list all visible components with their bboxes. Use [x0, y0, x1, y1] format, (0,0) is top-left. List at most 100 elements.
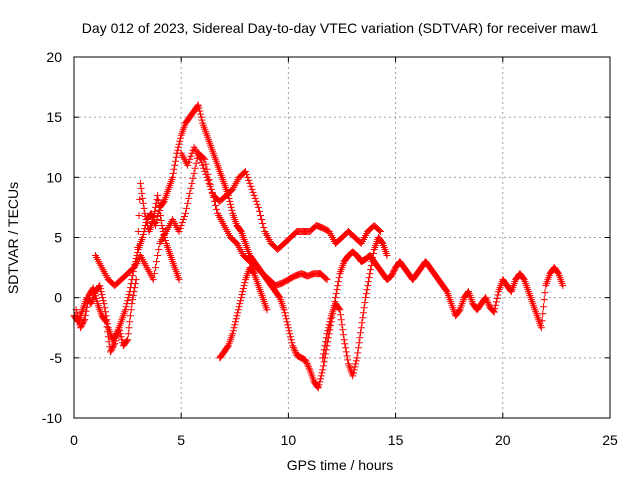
data-point — [74, 315, 82, 323]
data-point — [233, 312, 241, 320]
data-point — [80, 317, 88, 325]
data-point — [263, 306, 271, 314]
data-point — [320, 358, 328, 366]
data-point — [350, 366, 358, 374]
data-point — [186, 189, 194, 197]
data-point — [321, 342, 329, 350]
data-point — [105, 338, 113, 346]
data-point — [150, 211, 158, 219]
data-point — [352, 357, 360, 365]
data-point — [228, 206, 236, 214]
data-point — [110, 341, 118, 349]
data-point — [316, 378, 324, 386]
data-point — [234, 309, 242, 317]
data-point — [318, 369, 326, 377]
data-point — [302, 358, 310, 366]
data-point — [135, 211, 143, 219]
data-point — [224, 343, 232, 351]
data-point — [337, 316, 345, 324]
data-point — [143, 218, 151, 226]
data-point — [81, 311, 89, 319]
data-point — [540, 303, 548, 311]
data-point — [227, 203, 235, 211]
data-point — [122, 303, 130, 311]
data-point — [236, 300, 244, 308]
data-point — [320, 346, 328, 354]
data-point — [539, 310, 547, 318]
data-point — [104, 328, 112, 336]
data-point — [161, 234, 169, 241]
x-tick-label: 25 — [602, 432, 618, 448]
data-point — [559, 282, 567, 290]
data-point — [84, 295, 92, 303]
data-point — [141, 209, 149, 217]
data-point — [190, 169, 198, 177]
data-point — [493, 294, 501, 302]
data-points — [70, 101, 567, 392]
data-point — [338, 321, 346, 329]
data-point — [442, 287, 450, 295]
data-point — [248, 185, 256, 193]
data-point — [101, 317, 109, 325]
data-point — [281, 309, 289, 317]
data-point — [485, 300, 493, 308]
data-point — [288, 339, 296, 347]
data-point — [159, 198, 167, 206]
data-point — [186, 155, 194, 163]
data-point — [132, 276, 140, 284]
data-point — [341, 340, 349, 348]
data-point — [342, 344, 350, 352]
data-point — [239, 288, 247, 296]
data-point — [340, 336, 348, 344]
data-point — [169, 169, 177, 177]
data-point — [139, 194, 147, 202]
x-tick-label: 0 — [70, 432, 78, 448]
data-point — [200, 164, 208, 172]
data-point — [102, 318, 110, 326]
data-point — [142, 215, 150, 223]
data-point — [150, 270, 158, 278]
data-point — [191, 164, 199, 172]
data-point — [140, 204, 148, 212]
data-point — [154, 191, 162, 199]
data-point — [339, 326, 347, 334]
data-point — [96, 282, 104, 290]
series-track-f — [72, 179, 183, 356]
data-point — [139, 230, 147, 238]
data-point — [83, 303, 91, 311]
data-point — [175, 227, 183, 235]
data-point — [364, 282, 372, 290]
data-point — [368, 258, 376, 266]
data-point — [231, 321, 239, 329]
data-point — [287, 336, 295, 344]
data-point — [323, 276, 331, 284]
data-point — [227, 200, 235, 208]
data-point — [154, 212, 162, 220]
data-point — [285, 327, 293, 335]
data-point — [169, 173, 177, 181]
data-point — [196, 107, 204, 115]
data-point — [170, 165, 178, 173]
data-point — [129, 272, 137, 280]
data-point — [282, 312, 290, 320]
data-point — [332, 294, 340, 302]
data-point — [195, 104, 203, 112]
data-point — [319, 354, 327, 362]
data-point — [176, 134, 184, 142]
data-point — [126, 312, 134, 320]
data-point — [232, 315, 240, 323]
data-point — [343, 352, 351, 360]
data-point — [322, 338, 330, 346]
data-point — [344, 356, 352, 364]
data-point — [125, 291, 133, 299]
data-point — [181, 209, 189, 217]
data-point — [136, 179, 144, 187]
data-point — [240, 282, 248, 290]
data-point — [124, 336, 132, 344]
data-point — [123, 337, 131, 345]
data-point — [326, 318, 334, 326]
x-tick-label: 5 — [177, 432, 185, 448]
data-point — [229, 327, 237, 335]
grid — [74, 57, 610, 418]
